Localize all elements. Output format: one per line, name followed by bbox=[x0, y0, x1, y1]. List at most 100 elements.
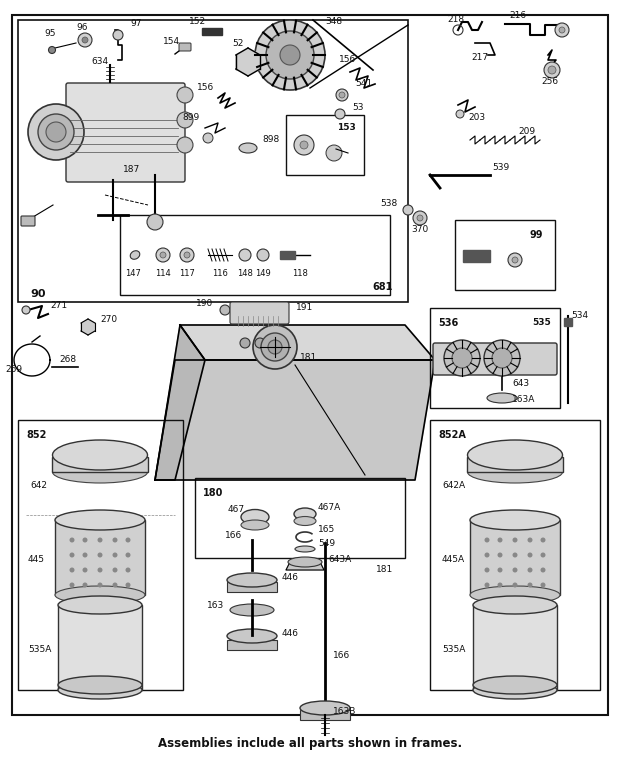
Ellipse shape bbox=[241, 520, 269, 530]
Bar bbox=[300, 710, 350, 720]
Text: 271: 271 bbox=[50, 300, 67, 309]
Circle shape bbox=[513, 568, 518, 572]
Bar bbox=[473, 605, 557, 690]
Circle shape bbox=[82, 537, 87, 543]
Polygon shape bbox=[248, 55, 260, 69]
Circle shape bbox=[255, 338, 265, 348]
Circle shape bbox=[177, 137, 193, 153]
Circle shape bbox=[528, 568, 533, 572]
Bar bbox=[58, 605, 142, 690]
Ellipse shape bbox=[241, 509, 269, 524]
FancyBboxPatch shape bbox=[66, 83, 185, 182]
Circle shape bbox=[69, 582, 74, 587]
FancyBboxPatch shape bbox=[179, 43, 191, 51]
Ellipse shape bbox=[467, 461, 562, 483]
Ellipse shape bbox=[53, 461, 148, 483]
Circle shape bbox=[444, 340, 480, 376]
Polygon shape bbox=[155, 325, 205, 480]
Ellipse shape bbox=[473, 676, 557, 694]
Circle shape bbox=[559, 27, 565, 33]
Text: 116: 116 bbox=[212, 268, 228, 277]
Circle shape bbox=[22, 306, 30, 314]
Circle shape bbox=[497, 582, 502, 587]
Circle shape bbox=[78, 33, 92, 47]
Text: 203: 203 bbox=[468, 113, 485, 122]
Circle shape bbox=[69, 568, 74, 572]
Bar bbox=[286, 115, 364, 175]
Circle shape bbox=[294, 135, 314, 155]
Ellipse shape bbox=[487, 393, 517, 403]
Text: 467A: 467A bbox=[318, 502, 341, 511]
Text: 52: 52 bbox=[232, 39, 244, 47]
Circle shape bbox=[125, 568, 130, 572]
Polygon shape bbox=[248, 48, 260, 62]
Circle shape bbox=[326, 145, 342, 161]
Circle shape bbox=[253, 325, 297, 369]
Circle shape bbox=[220, 305, 230, 315]
Bar bbox=[18, 420, 183, 690]
Circle shape bbox=[300, 141, 308, 149]
Polygon shape bbox=[236, 62, 248, 76]
Bar bbox=[430, 308, 560, 408]
Circle shape bbox=[112, 537, 118, 543]
Text: 163: 163 bbox=[206, 601, 224, 610]
Ellipse shape bbox=[473, 596, 557, 614]
Text: 187: 187 bbox=[123, 166, 140, 175]
Circle shape bbox=[336, 89, 348, 101]
Circle shape bbox=[125, 582, 130, 587]
Text: 539: 539 bbox=[492, 163, 509, 173]
Circle shape bbox=[339, 92, 345, 98]
Text: 147: 147 bbox=[125, 268, 141, 277]
Circle shape bbox=[28, 104, 84, 160]
Polygon shape bbox=[286, 562, 324, 570]
Text: 467: 467 bbox=[228, 505, 245, 515]
Circle shape bbox=[112, 582, 118, 587]
Text: 118: 118 bbox=[292, 268, 308, 277]
Text: 899: 899 bbox=[183, 113, 200, 122]
Circle shape bbox=[160, 252, 166, 258]
Bar bbox=[195, 478, 405, 558]
Circle shape bbox=[48, 46, 56, 53]
Text: 163A: 163A bbox=[512, 395, 536, 404]
Circle shape bbox=[255, 20, 325, 90]
Ellipse shape bbox=[55, 586, 145, 604]
Text: 95: 95 bbox=[44, 28, 56, 37]
Text: 117: 117 bbox=[179, 268, 195, 277]
Text: 642A: 642A bbox=[442, 480, 465, 489]
Circle shape bbox=[452, 348, 472, 368]
Text: 256: 256 bbox=[541, 77, 559, 86]
Polygon shape bbox=[202, 28, 222, 35]
Circle shape bbox=[268, 340, 282, 354]
FancyBboxPatch shape bbox=[230, 302, 289, 324]
Circle shape bbox=[492, 348, 512, 368]
Text: 898: 898 bbox=[262, 135, 279, 144]
Circle shape bbox=[484, 340, 520, 376]
Ellipse shape bbox=[227, 573, 277, 587]
Text: 445: 445 bbox=[28, 556, 45, 565]
Circle shape bbox=[497, 537, 502, 543]
Ellipse shape bbox=[227, 629, 277, 643]
Ellipse shape bbox=[473, 681, 557, 699]
Circle shape bbox=[112, 553, 118, 558]
Bar bbox=[55, 520, 145, 595]
Text: 181: 181 bbox=[376, 565, 394, 575]
Ellipse shape bbox=[467, 440, 562, 470]
Text: 191: 191 bbox=[296, 303, 313, 312]
Circle shape bbox=[97, 553, 102, 558]
Circle shape bbox=[257, 249, 269, 261]
Text: 535A: 535A bbox=[442, 645, 466, 654]
Ellipse shape bbox=[58, 676, 142, 694]
Circle shape bbox=[512, 257, 518, 263]
Bar bbox=[467, 457, 563, 472]
Ellipse shape bbox=[288, 557, 322, 567]
Text: 642: 642 bbox=[30, 480, 47, 489]
Text: 446: 446 bbox=[282, 629, 299, 638]
Circle shape bbox=[335, 109, 345, 119]
Circle shape bbox=[541, 582, 546, 587]
Circle shape bbox=[513, 553, 518, 558]
Polygon shape bbox=[236, 48, 248, 62]
Circle shape bbox=[177, 112, 193, 128]
Circle shape bbox=[147, 214, 163, 230]
Polygon shape bbox=[463, 250, 490, 262]
Circle shape bbox=[69, 537, 74, 543]
